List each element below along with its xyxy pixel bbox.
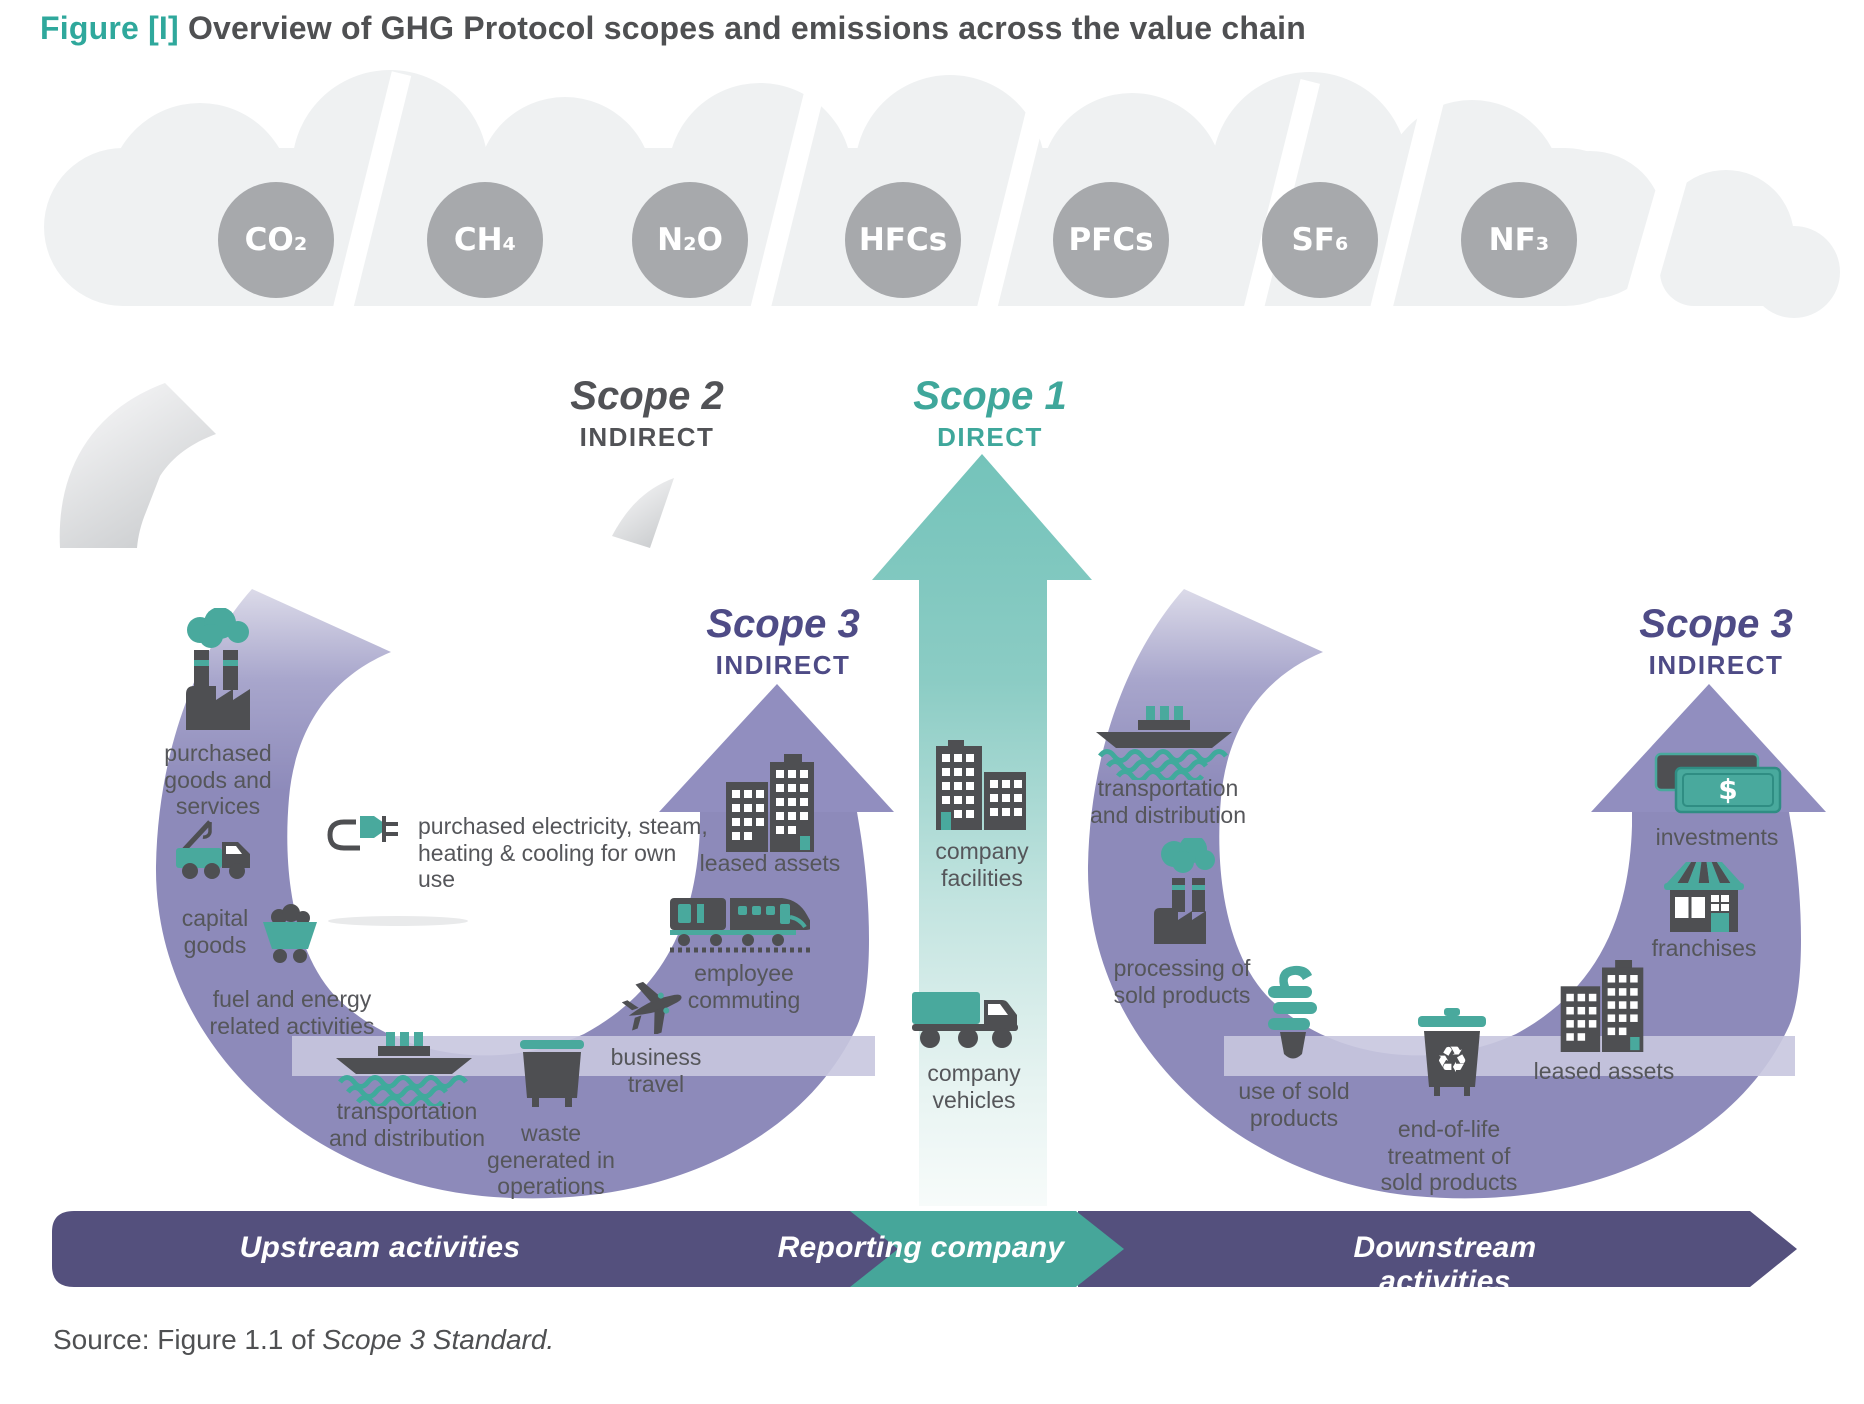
gray-swoosh — [59, 383, 217, 548]
scope3-downstream-heading: Scope 3 INDIRECT — [1596, 602, 1836, 681]
waste-dumpster-icon — [520, 1040, 584, 1107]
label-processing: processing of sold products — [1113, 955, 1251, 1008]
scope3-upstream-name: Scope 3 — [706, 602, 860, 646]
investments-money-icon: $ — [1654, 752, 1782, 814]
figure-title: Figure [I] Overview of GHG Protocol scop… — [40, 10, 1306, 47]
gas-circle-pfcs: PFCs — [1053, 182, 1169, 298]
label-transport-downstream: transportation and distribution — [1090, 775, 1246, 828]
cargo-ship-icon — [336, 1032, 472, 1106]
source-prefix: Source: Figure 1.1 of — [53, 1324, 323, 1355]
recycle-symbol: ♻ — [1436, 1040, 1468, 1081]
label-electricity-note: purchased electricity, steam, heating & … — [418, 813, 708, 893]
label-company-vehicles: company vehicles — [927, 1060, 1021, 1113]
cargo-ship-icon — [1096, 706, 1232, 780]
label-company-facilities: company facilities — [935, 838, 1029, 891]
company-facilities-icon — [936, 740, 1026, 830]
figure-title-tag: Figure [I] — [40, 10, 179, 46]
leased-assets-building-icon — [726, 754, 814, 852]
scope1-name: Scope 1 — [913, 374, 1067, 418]
processing-factory-icon — [1154, 838, 1215, 944]
banner-downstream-shape — [1078, 1211, 1797, 1287]
label-franchises: franchises — [1651, 935, 1757, 961]
gas-circle-hfcs: HFCs — [845, 182, 961, 298]
scope2-shard — [612, 478, 674, 548]
label-leased-assets-downstream: leased assets — [1533, 1058, 1675, 1084]
contrail-streak — [328, 916, 468, 926]
gas-circle-n2o: N₂O — [632, 182, 748, 298]
source-line: Source: Figure 1.1 of Scope 3 Standard. — [53, 1324, 554, 1356]
figure-title-text: Overview of GHG Protocol scopes and emis… — [187, 10, 1306, 46]
label-capital-goods: capital goods — [181, 905, 249, 958]
source-work: Scope 3 Standard. — [322, 1324, 555, 1355]
label-investments: investments — [1655, 824, 1779, 850]
dollar-symbol: $ — [1718, 773, 1737, 806]
mine-cart-icon — [263, 904, 317, 963]
train-icon — [670, 898, 810, 953]
scope1-heading: Scope 1 DIRECT — [870, 374, 1110, 453]
airplane-icon — [622, 981, 682, 1034]
label-use-sold: use of sold products — [1238, 1078, 1350, 1131]
gas-circle-nf3: NF₃ — [1461, 182, 1577, 298]
gas-circle-ch4: CH₄ — [427, 182, 543, 298]
banner-upstream-shape — [52, 1211, 898, 1287]
label-waste: waste generated in operations — [487, 1120, 615, 1200]
cfl-bulb-icon — [1268, 965, 1317, 1059]
label-employee-commuting: employee commuting — [687, 960, 801, 1013]
banner-reporting-label: Reporting company — [777, 1231, 1065, 1264]
recycle-bin-icon: ♻ — [1418, 1008, 1486, 1096]
scope2-name: Scope 2 — [570, 374, 724, 418]
label-business-travel: business travel — [610, 1044, 702, 1097]
label-transport-upstream: transportation and distribution — [329, 1098, 485, 1151]
electric-plug-icon — [327, 816, 398, 851]
scope3-upstream-type: INDIRECT — [715, 650, 851, 680]
label-purchased-goods: purchased goods and services — [164, 740, 272, 820]
company-truck-icon — [912, 992, 1018, 1048]
scope3-downstream-type: INDIRECT — [1648, 650, 1784, 680]
downstream-arc-highlight — [1224, 1036, 1795, 1076]
scope2-type: INDIRECT — [579, 422, 715, 452]
label-fuel-energy: fuel and energy related activities — [209, 986, 375, 1039]
leased-assets-building-icon — [1560, 960, 1644, 1052]
scope3-upstream-heading: Scope 3 INDIRECT — [663, 602, 903, 681]
crane-truck-icon — [176, 820, 250, 879]
franchise-store-icon — [1664, 862, 1744, 932]
scope3-upstream-arrowhead — [659, 684, 894, 812]
scope2-heading: Scope 2 INDIRECT — [527, 374, 767, 453]
gas-circle-co2: CO₂ — [218, 182, 334, 298]
gas-circle-sf6: SF₆ — [1262, 182, 1378, 298]
banner-upstream-label: Upstream activities — [239, 1231, 521, 1264]
scope3-downstream-name: Scope 3 — [1639, 602, 1793, 646]
label-leased-assets-upstream: leased assets — [699, 850, 841, 876]
banner-downstream-label: Downstream activities — [1353, 1231, 1537, 1298]
label-end-of-life: end-of-life treatment of sold products — [1380, 1116, 1518, 1196]
factory-smoke-icon — [186, 608, 250, 730]
scope1-type: DIRECT — [937, 422, 1043, 452]
